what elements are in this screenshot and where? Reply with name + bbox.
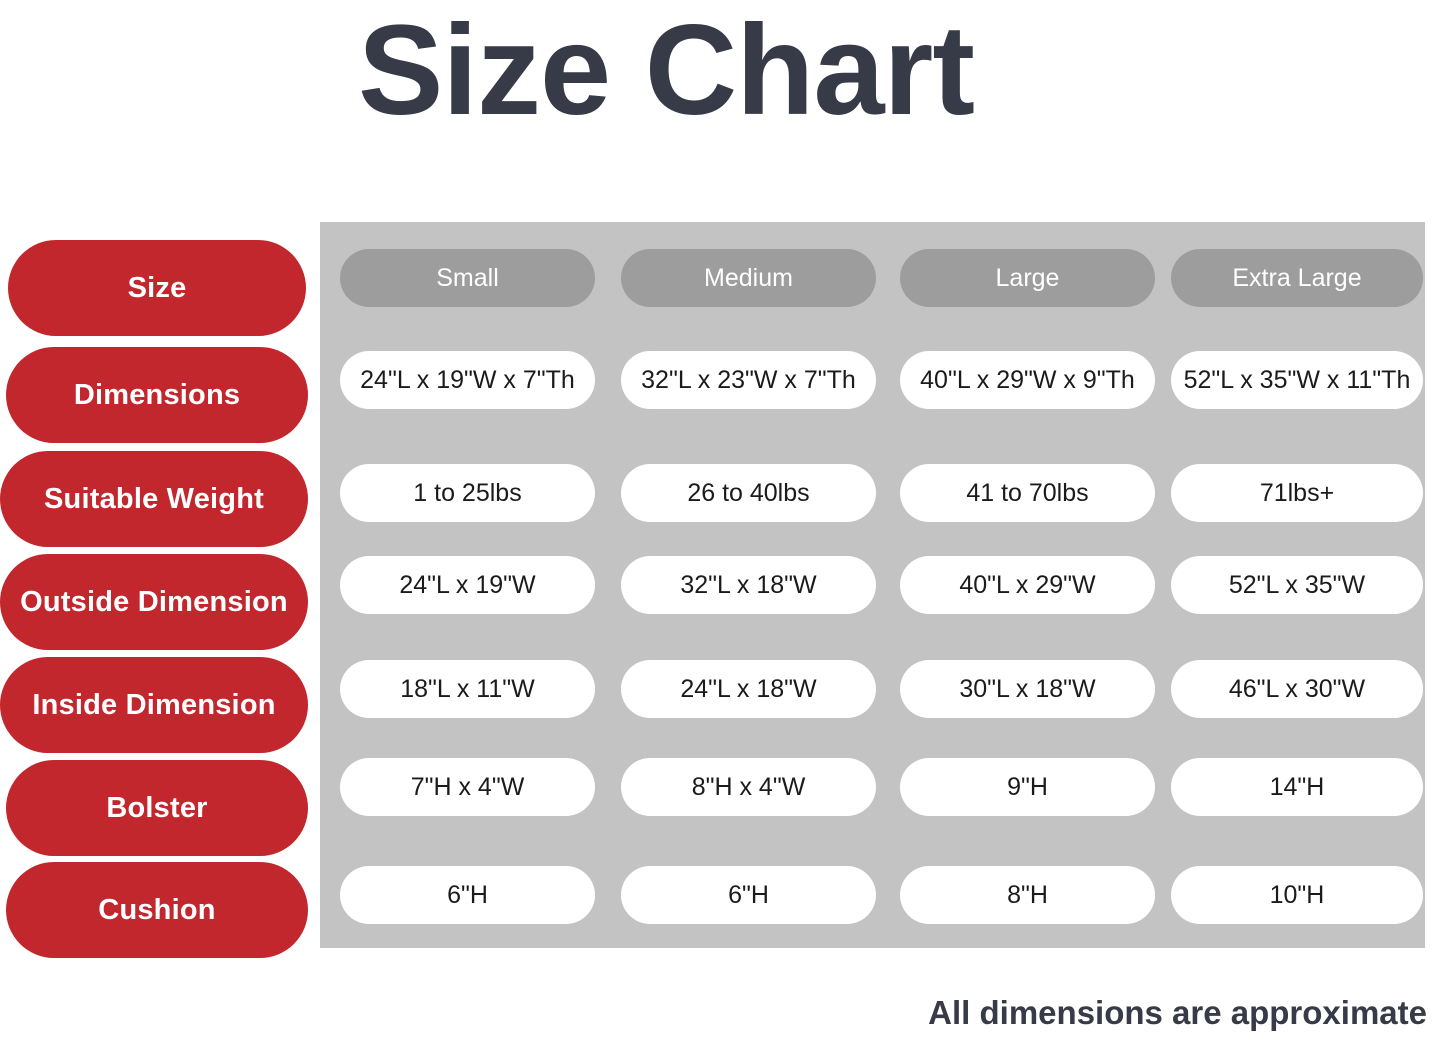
row-label-cushion: Cushion	[6, 862, 308, 958]
row-label-text: Outside Dimension	[20, 585, 288, 618]
row-label-size: Size	[8, 240, 306, 336]
cell-text: 71lbs+	[1259, 478, 1335, 507]
table-cell: 14"H	[1171, 758, 1423, 816]
column-header-text: Small	[436, 263, 499, 292]
cell-text: 52"L x 35"W	[1228, 570, 1366, 599]
cell-text: 14"H	[1269, 772, 1325, 801]
table-cell: 1 to 25lbs	[340, 464, 595, 522]
table-cell: 8"H x 4"W	[621, 758, 876, 816]
table-cell: 41 to 70lbs	[900, 464, 1155, 522]
table-cell: 52"L x 35"W	[1171, 556, 1423, 614]
table-cell: 30"L x 18"W	[900, 660, 1155, 718]
table-cell: 26 to 40lbs	[621, 464, 876, 522]
row-label-bolster: Bolster	[6, 760, 308, 856]
cell-text: 32"L x 18"W	[680, 570, 817, 599]
table-cell: 40"L x 29"W	[900, 556, 1155, 614]
cell-text: 9"H	[1007, 772, 1048, 801]
table-cell: 9"H	[900, 758, 1155, 816]
row-label-text: Size	[127, 271, 187, 304]
row-label-suitable-weight: Suitable Weight	[0, 451, 308, 547]
row-label-text: Suitable Weight	[44, 482, 264, 515]
row-label-text: Inside Dimension	[32, 688, 276, 721]
cell-text: 24"L x 19"W x 7"Th	[360, 365, 575, 394]
cell-text: 6"H	[447, 880, 488, 909]
table-cell: 10"H	[1171, 866, 1423, 924]
cell-text: 8"H x 4"W	[691, 772, 806, 801]
table-cell: 6"H	[340, 866, 595, 924]
cell-text: 26 to 40lbs	[687, 478, 810, 507]
column-header-extra-large: Extra Large	[1171, 249, 1423, 307]
column-header-text: Extra Large	[1232, 263, 1362, 292]
table-cell: 46"L x 30"W	[1171, 660, 1423, 718]
table-cell: 52"L x 35"W x 11"Th	[1171, 351, 1423, 409]
column-header-small: Small	[340, 249, 595, 307]
cell-text: 30"L x 18"W	[959, 674, 1096, 703]
row-label-text: Bolster	[106, 791, 208, 824]
row-label-dimensions: Dimensions	[6, 347, 308, 443]
table-cell: 8"H	[900, 866, 1155, 924]
row-label-inside-dimension: Inside Dimension	[0, 657, 308, 753]
page-title: Size Chart	[358, 0, 975, 142]
table-cell: 24"L x 19"W x 7"Th	[340, 351, 595, 409]
cell-text: 41 to 70lbs	[966, 478, 1089, 507]
cell-text: 40"L x 29"W x 9"Th	[920, 365, 1135, 394]
column-header-text: Medium	[704, 263, 793, 292]
footer-note: All dimensions are approximate	[928, 994, 1427, 1031]
row-label-column: Size Dimensions Suitable Weight Outside …	[0, 222, 312, 958]
cell-text: 24"L x 18"W	[680, 674, 817, 703]
table-cell: 32"L x 23"W x 7"Th	[621, 351, 876, 409]
cell-text: 52"L x 35"W x 11"Th	[1183, 365, 1411, 394]
table-cell: 40"L x 29"W x 9"Th	[900, 351, 1155, 409]
table-cell: 7"H x 4"W	[340, 758, 595, 816]
row-label-text: Dimensions	[73, 378, 241, 411]
column-header-text: Large	[995, 263, 1060, 292]
column-header-large: Large	[900, 249, 1155, 307]
table-cell: 24"L x 18"W	[621, 660, 876, 718]
cell-text: 32"L x 23"W x 7"Th	[641, 365, 856, 394]
cell-text: 7"H x 4"W	[410, 772, 525, 801]
cell-text: 1 to 25lbs	[413, 478, 522, 507]
cell-text: 18"L x 11"W	[400, 674, 535, 703]
cell-text: 40"L x 29"W	[959, 570, 1096, 599]
table-cell: 18"L x 11"W	[340, 660, 595, 718]
table-cell: 71lbs+	[1171, 464, 1423, 522]
row-label-text: Cushion	[98, 893, 216, 926]
cell-text: 6"H	[728, 880, 769, 909]
table-cell: 24"L x 19"W	[340, 556, 595, 614]
cell-text: 46"L x 30"W	[1228, 674, 1366, 703]
table-cell: 6"H	[621, 866, 876, 924]
cell-text: 10"H	[1269, 880, 1325, 909]
column-header-medium: Medium	[621, 249, 876, 307]
cell-text: 24"L x 19"W	[399, 570, 536, 599]
row-label-outside-dimension: Outside Dimension	[0, 554, 308, 650]
table-cell: 32"L x 18"W	[621, 556, 876, 614]
cell-text: 8"H	[1007, 880, 1048, 909]
